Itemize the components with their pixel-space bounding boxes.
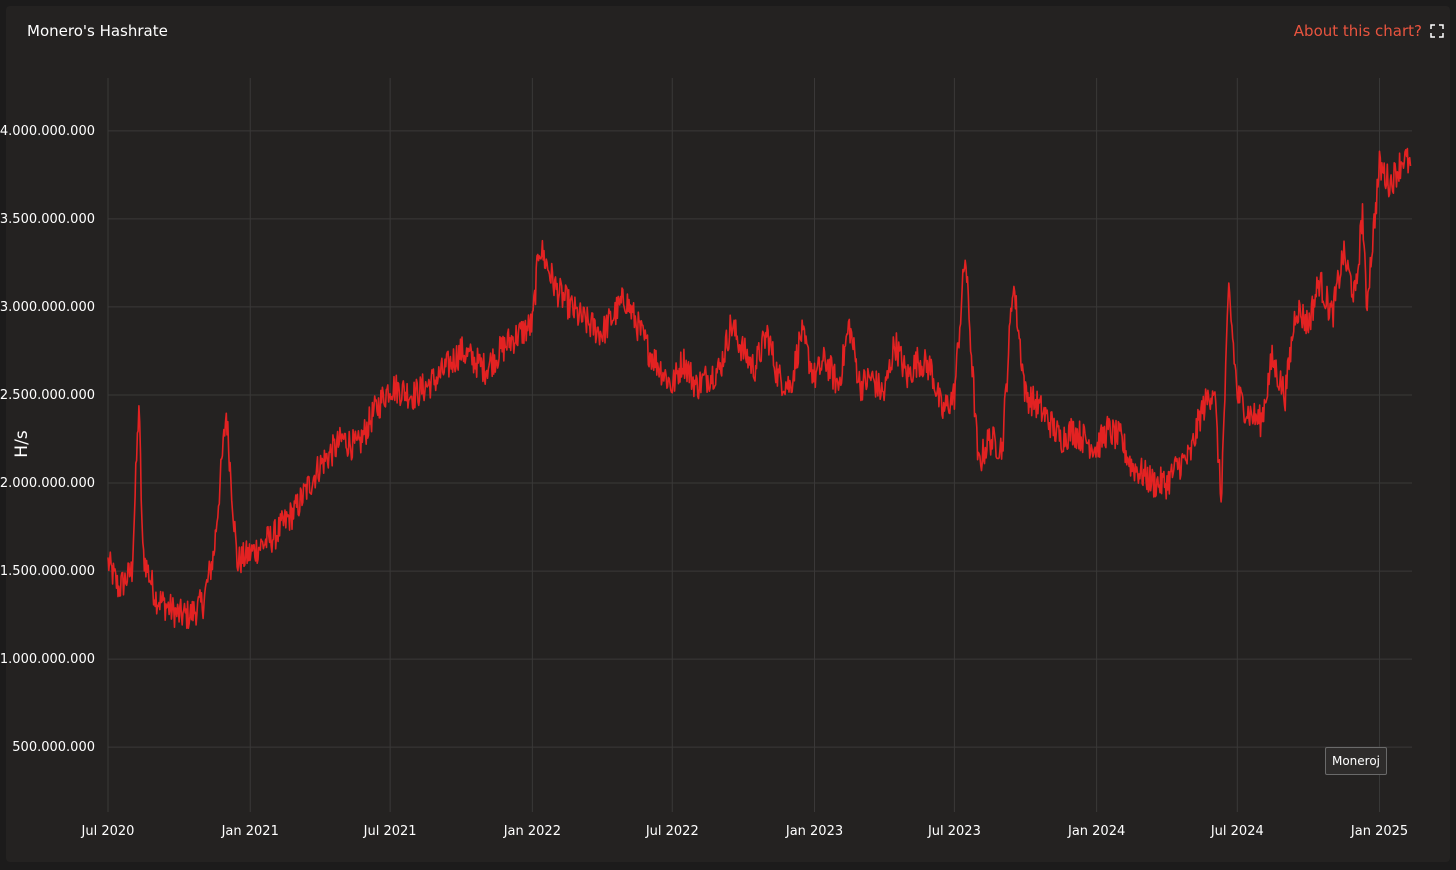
x-tick-label: Jan 2022 xyxy=(503,824,561,839)
x-tick-label: Jan 2024 xyxy=(1067,824,1125,839)
x-tick-label: Jul 2021 xyxy=(363,824,417,839)
y-tick-label: 1.000.000.000 xyxy=(0,652,95,667)
y-tick-label: 3.500.000.000 xyxy=(0,212,95,227)
y-tick-label: 1.500.000.000 xyxy=(0,564,95,579)
y-axis-ticks: 500.000.000 1.000.000.000 1.500.000.000 2.0… xyxy=(0,124,95,755)
about-chart-link[interactable]: About this chart? xyxy=(1293,22,1422,40)
x-tick-label: Jan 2025 xyxy=(1350,824,1408,839)
chart-title: Monero's Hashrate xyxy=(27,22,168,40)
x-axis-ticks: Jul 2020 Jan 2021 Jul 2021 Jan 2022 Jul 2022… xyxy=(81,824,1409,839)
x-tick-label: Jan 2023 xyxy=(785,824,843,839)
y-tick-label: 500.000.000 xyxy=(12,740,95,755)
x-tick-label: Jul 2020 xyxy=(81,824,135,839)
y-tick-label: 3.000.000.000 xyxy=(0,300,95,315)
x-tick-label: Jul 2022 xyxy=(645,824,699,839)
watermark-badge: Moneroj xyxy=(1325,747,1387,775)
grid-lines xyxy=(107,78,1412,812)
y-axis-label: H/s xyxy=(12,430,32,458)
x-tick-label: Jul 2023 xyxy=(927,824,981,839)
y-tick-label: 2.500.000.000 xyxy=(0,388,95,403)
hashrate-series-line[interactable] xyxy=(107,147,1412,629)
chart-panel xyxy=(6,6,1450,862)
x-tick-label: Jan 2021 xyxy=(221,824,279,839)
y-tick-label: 4.000.000.000 xyxy=(0,124,95,139)
x-tick-label: Jul 2024 xyxy=(1210,824,1264,839)
y-tick-label: 2.000.000.000 xyxy=(0,476,95,491)
expand-arrows-icon[interactable] xyxy=(1430,24,1444,38)
